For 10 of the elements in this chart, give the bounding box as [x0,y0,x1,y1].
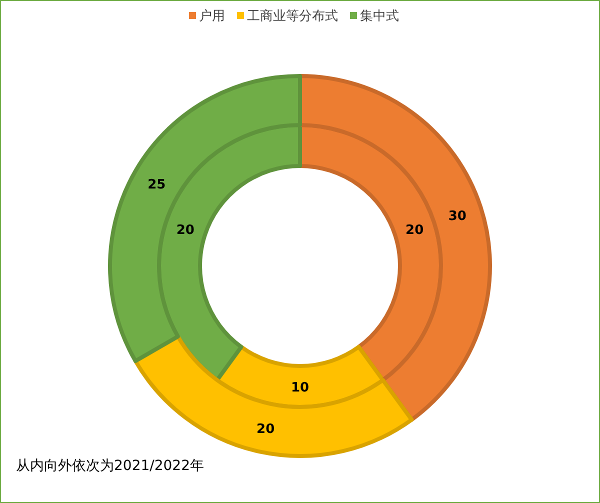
legend-label: 工商业等分布式 [247,9,338,24]
data-label: 20 [176,222,194,238]
legend-label: 集中式 [360,9,399,24]
data-label: 20 [256,422,275,437]
legend-label: 户用 [199,9,225,24]
text: 从内向外依次为2021/2022年 [16,458,204,474]
data-label: 20 [406,222,424,238]
data-label: 25 [148,177,166,192]
data-label: 10 [290,380,310,396]
data-label: 30 [448,208,466,224]
